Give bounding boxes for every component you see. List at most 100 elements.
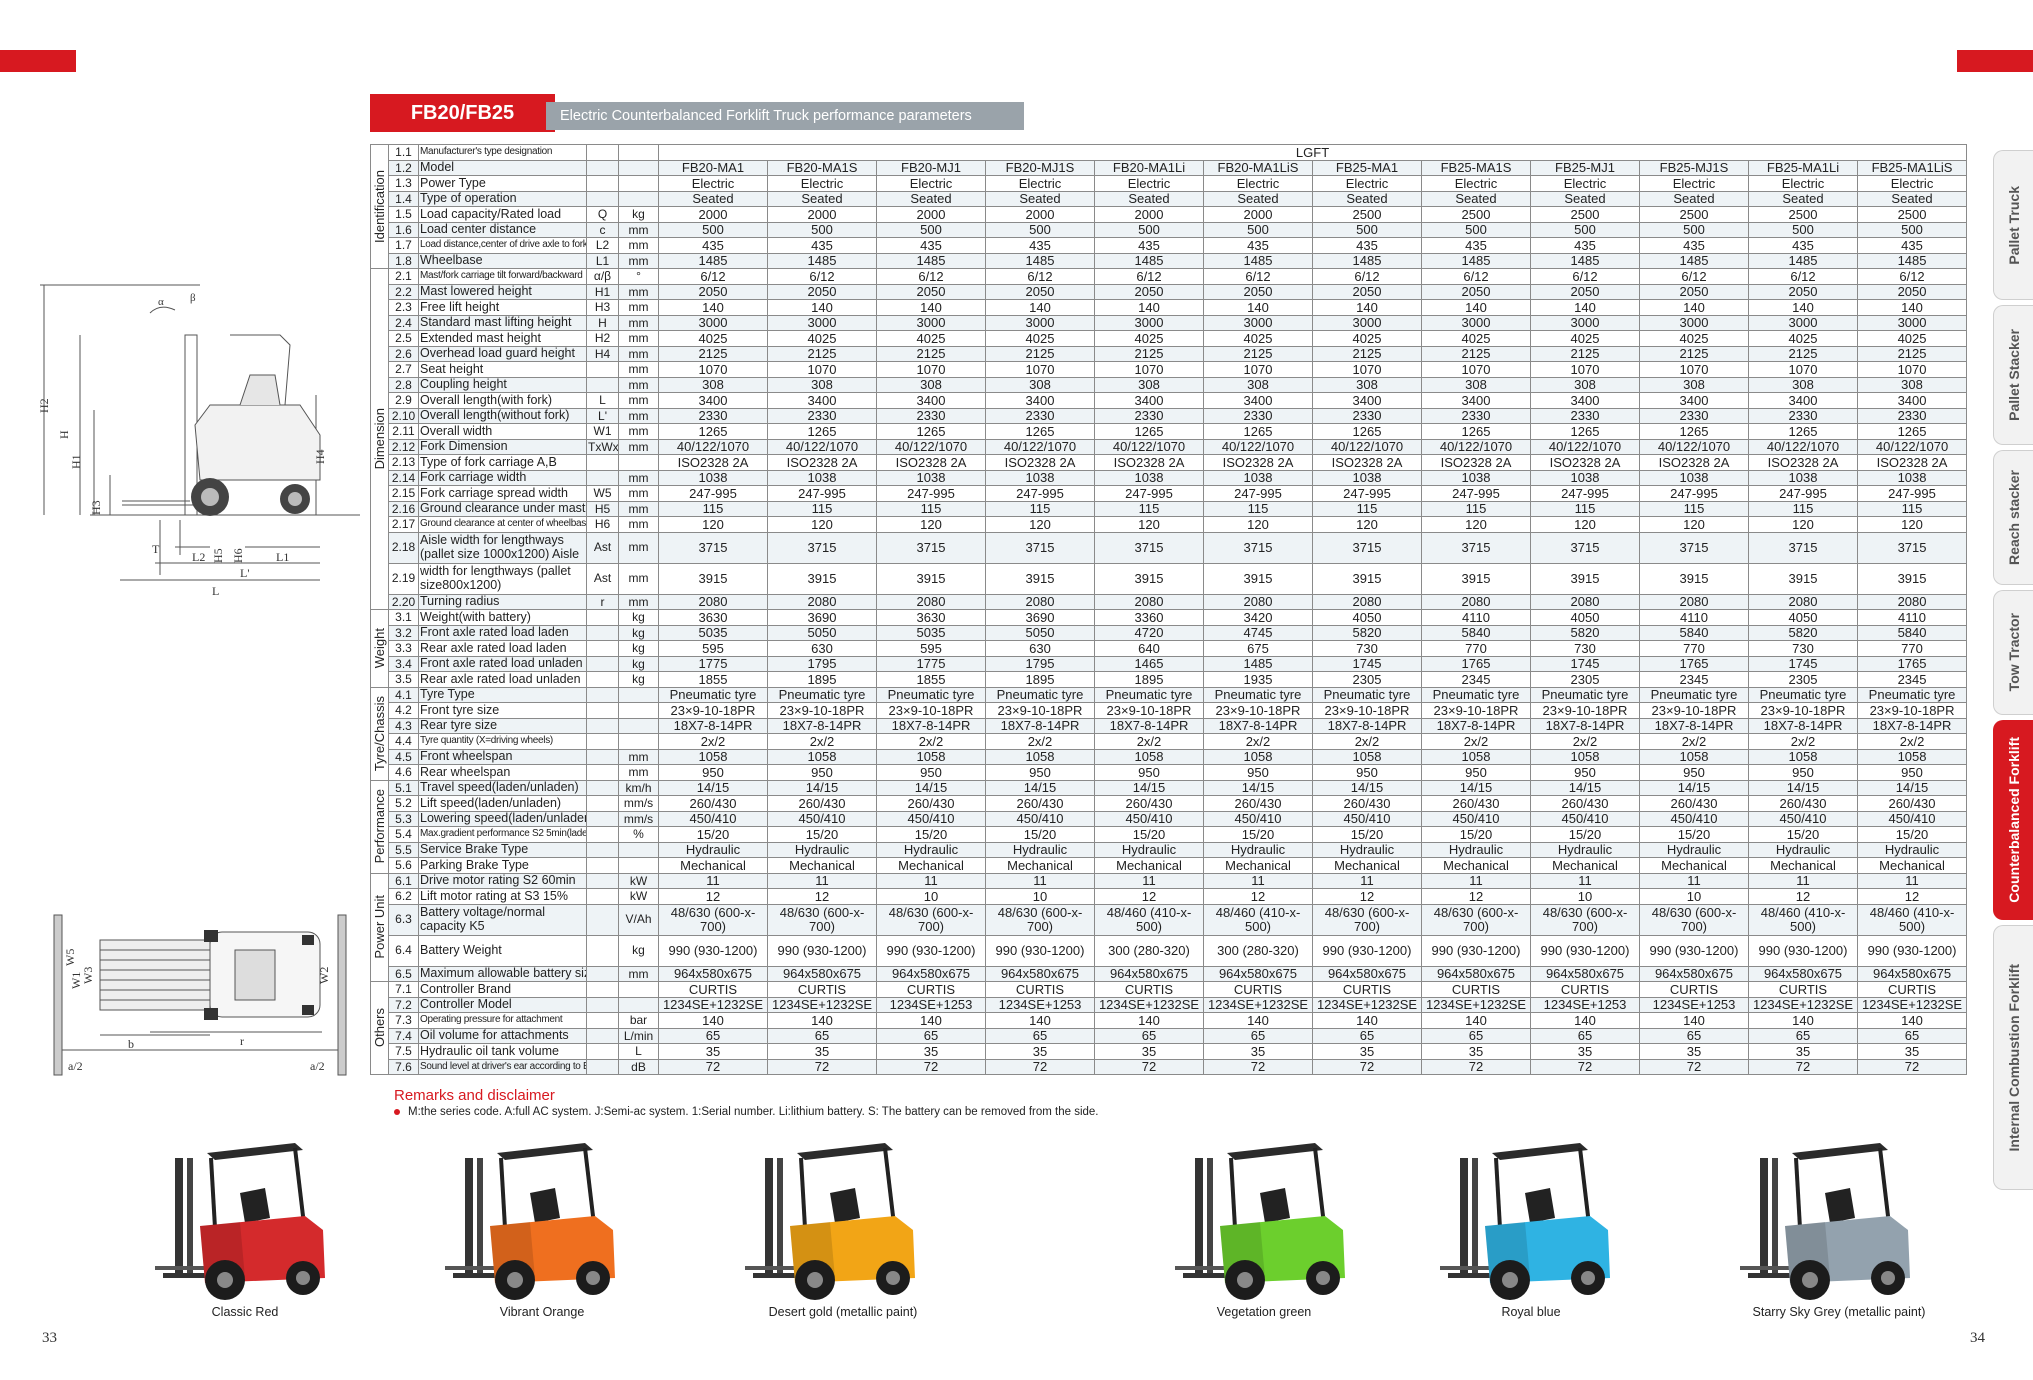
spec-value: 14/15 [658, 779, 768, 796]
spec-value: 964x580x675 [658, 965, 768, 982]
spec-value: 950 [1748, 764, 1858, 781]
spec-parameter: Front wheelspan [418, 748, 587, 765]
spec-value: Mechanical [658, 857, 768, 874]
spec-row: Identification 1.1 Manufacturer's type des… [370, 144, 1968, 269]
spec-value: 435 [1421, 237, 1531, 254]
spec-value: 140 [1203, 299, 1313, 316]
spec-parameter: Turning radius [418, 593, 587, 610]
spec-value: 2330 [1094, 407, 1204, 424]
spec-value: Hydraulic [1421, 841, 1531, 858]
spec-value: 308 [658, 376, 768, 393]
spec-value: 770 [1856, 640, 1968, 657]
spec-value: 72 [1856, 1058, 1968, 1075]
spec-value: 3000 [876, 314, 986, 331]
spec-value: Hydraulic [1748, 841, 1858, 858]
spec-unit [618, 733, 659, 750]
svg-text:H4: H4 [313, 449, 327, 464]
spec-value: 1058 [1856, 748, 1968, 765]
spec-value: 40/122/1070 [767, 438, 877, 455]
nav-tab-pallet-truck[interactable]: Pallet Truck [1993, 150, 2033, 300]
spec-value: 65 [658, 1027, 768, 1044]
bullet-icon [394, 1109, 400, 1115]
spec-value: 1485 [1856, 252, 1968, 269]
spec-value: Mechanical [1530, 857, 1640, 874]
spec-value: 120 [1639, 516, 1749, 533]
spec-value: 2x/2 [658, 733, 768, 750]
spec-value: 23×9-10-18PR [1530, 702, 1640, 719]
spec-value: 500 [1748, 221, 1858, 238]
spec-value: 2x/2 [876, 733, 986, 750]
spec-row: Others 7.1 Controller Brand CURTIS CURTIS CUR… [370, 981, 1968, 1075]
spec-row: 7.3 Operating pressure for attachment bar 1… [371, 1012, 1968, 1029]
nav-tab-tow-tractor[interactable]: Tow Tractor [1993, 590, 2033, 715]
spec-parameter: Manufacturer's type designation [418, 144, 587, 161]
nav-tab-reach-stacker[interactable]: Reach stacker [1993, 450, 2033, 585]
color-caption: Vibrant Orange [499, 1305, 585, 1319]
spec-value: 4025 [985, 330, 1095, 347]
spec-value: ISO2328 2A [876, 454, 986, 471]
spec-parameter: Aisle width for lengthways (pallet size … [418, 531, 587, 564]
spec-value: 2125 [767, 345, 877, 362]
nav-tab-counterbalanced-forklift[interactable]: Counterbalanced Forklift [1993, 720, 2033, 920]
spec-value: 500 [1203, 221, 1313, 238]
page-number-left: 33 [42, 1330, 57, 1346]
spec-value: Hydraulic [985, 841, 1095, 858]
spec-value: 14/15 [1530, 779, 1640, 796]
spec-value: Pneumatic tyre [1421, 686, 1531, 703]
nav-tab-pallet-stacker[interactable]: Pallet Stacker [1993, 305, 2033, 445]
spec-value: 5050 [985, 624, 1095, 641]
spec-value: 48/460 (410-x-500) [1748, 903, 1858, 936]
spec-unit [618, 996, 659, 1013]
spec-value: 950 [1639, 764, 1749, 781]
spec-value: 15/20 [1203, 826, 1313, 843]
spec-unit: mm [618, 392, 659, 409]
spec-value: 2500 [1312, 206, 1422, 223]
spec-value: Seated [1530, 190, 1640, 207]
spec-value: 1038 [1421, 469, 1531, 486]
spec-parameter: Fork carriage spread width [418, 485, 587, 502]
nav-tab-internal-combustion-forklift[interactable]: Internal Combustion Forklift [1993, 925, 2033, 1190]
spec-value: 2080 [1203, 593, 1313, 610]
spec-symbol: L1 [586, 252, 619, 269]
forklift-photo [1165, 1138, 1355, 1306]
spec-value: 770 [1639, 640, 1749, 657]
spec-value: 1485 [1203, 655, 1313, 672]
spec-row-number: 1.4 [388, 190, 419, 207]
spec-value: 247-995 [767, 485, 877, 502]
spec-value: 48/630 (600-x-700) [876, 903, 986, 936]
spec-value: 6/12 [767, 268, 877, 285]
spec-unit: mm [618, 361, 659, 378]
spec-symbol: H5 [586, 500, 619, 517]
category-side-nav: Pallet Truck Pallet Stacker Reach stacker T… [1993, 150, 2033, 1190]
spec-value: 3400 [985, 392, 1095, 409]
spec-value: 247-995 [1312, 485, 1422, 502]
spec-value: 964x580x675 [1203, 965, 1313, 982]
spec-value: 3715 [876, 531, 986, 564]
spec-value: 1070 [1094, 361, 1204, 378]
spec-row: 6.4 Battery Weight kg 990 (930-1200) 990 (93… [371, 934, 1968, 967]
spec-value: FB20-MA1 [658, 159, 768, 176]
spec-value: 450/410 [1639, 810, 1749, 827]
spec-parameter: Lift motor rating at S3 15% [418, 888, 587, 905]
spec-value: 1058 [767, 748, 877, 765]
spec-value: CURTIS [1530, 981, 1640, 998]
svg-text:α: α [158, 296, 164, 308]
spec-row-number: 5.6 [388, 857, 419, 874]
spec-value: 3915 [1421, 562, 1531, 595]
spec-value: 2080 [1639, 593, 1749, 610]
remarks-line: M:the series code. A:full AC system. J:S… [394, 1106, 1099, 1118]
spec-row-number: 2.6 [388, 345, 419, 362]
spec-value: 2500 [1530, 206, 1640, 223]
spec-value: Seated [985, 190, 1095, 207]
svg-text:H: H [57, 430, 71, 439]
spec-value: 2x/2 [1639, 733, 1749, 750]
spec-value: 2050 [876, 283, 986, 300]
spec-value: 18X7-8-14PR [1094, 717, 1204, 734]
spec-row-number: 2.17 [388, 516, 419, 533]
spec-value: 2305 [1530, 671, 1640, 688]
spec-value: 500 [1421, 221, 1531, 238]
spec-row: 2.8 Coupling height mm 308 308 308 308 308 308 30… [371, 376, 1968, 393]
spec-value: 5840 [1421, 624, 1531, 641]
spec-value: 4745 [1203, 624, 1313, 641]
spec-value: ISO2328 2A [1856, 454, 1968, 471]
